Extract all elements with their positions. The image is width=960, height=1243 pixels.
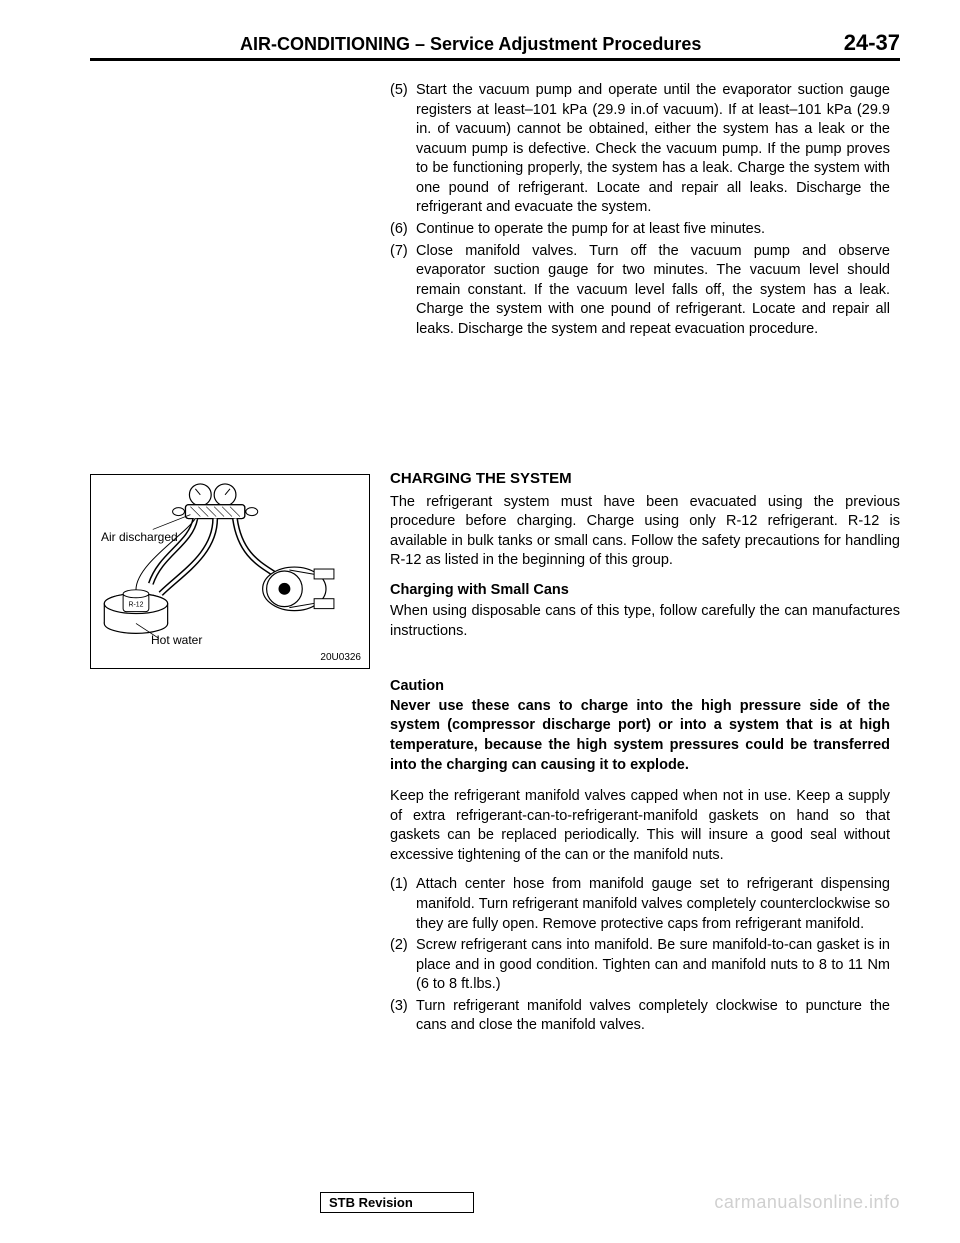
diagram-label-hot: Hot water	[151, 633, 202, 647]
step-6: (6) Continue to operate the pump for at …	[390, 220, 890, 240]
page-number: 24-37	[844, 30, 900, 56]
step-text: Start the vacuum pump and operate until …	[416, 81, 890, 218]
step-number: (5)	[390, 81, 416, 218]
charging-heading: CHARGING THE SYSTEM	[390, 469, 900, 489]
step-7: (7) Close manifold valves. Turn off the …	[390, 242, 890, 340]
step-number: (7)	[390, 242, 416, 340]
step-5: (5) Start the vacuum pump and operate un…	[390, 81, 890, 218]
lower-step-2: (2) Screw refrigerant cans into manifold…	[390, 936, 890, 995]
step-text: Turn refrigerant manifold valves complet…	[416, 997, 890, 1036]
can-label-text: R-12	[128, 602, 143, 609]
upper-steps-block: (5) Start the vacuum pump and operate un…	[390, 81, 890, 339]
caution-block: Caution Never use these cans to charge i…	[390, 677, 890, 775]
step-text: Screw refrigerant cans into manifold. Be…	[416, 936, 890, 995]
full-width-lower-block: Caution Never use these cans to charge i…	[390, 677, 890, 1036]
step-number: (2)	[390, 936, 416, 995]
charging-intro: The refrigerant system must have been ev…	[390, 493, 900, 571]
diagram-figure-id: 20U0326	[320, 652, 361, 664]
page-header: AIR-CONDITIONING – Service Adjustment Pr…	[90, 30, 900, 61]
step-number: (1)	[390, 875, 416, 934]
lower-step-1: (1) Attach center hose from manifold gau…	[390, 875, 890, 934]
charging-subheading: Charging with Small Cans	[390, 581, 900, 601]
header-title: AIR-CONDITIONING – Service Adjustment Pr…	[240, 34, 701, 55]
charging-subtext: When using disposable cans of this type,…	[390, 602, 900, 641]
charging-diagram-svg: R-12	[91, 475, 369, 668]
step-number: (3)	[390, 997, 416, 1036]
diagram-label-air: Air discharged	[101, 530, 178, 544]
step-text: Close manifold valves. Turn off the vacu…	[416, 242, 890, 340]
page-container: AIR-CONDITIONING – Service Adjustment Pr…	[0, 0, 960, 1078]
diagram-box: R-12 Air discharged Hot water 20U0326	[90, 474, 370, 669]
lower-step-3: (3) Turn refrigerant manifold valves com…	[390, 997, 890, 1036]
page-footer: STB Revision carmanualsonline.info	[0, 1192, 960, 1213]
revision-box: STB Revision	[320, 1192, 474, 1213]
manifold-paragraph: Keep the refrigerant manifold valves cap…	[390, 787, 890, 865]
caution-text: Never use these cans to charge into the …	[390, 697, 890, 775]
step-text: Continue to operate the pump for at leas…	[416, 220, 890, 240]
step-number: (6)	[390, 220, 416, 240]
charging-text-block: CHARGING THE SYSTEM The refrigerant syst…	[390, 469, 900, 669]
step-text: Attach center hose from manifold gauge s…	[416, 875, 890, 934]
watermark: carmanualsonline.info	[714, 1192, 900, 1213]
caution-label: Caution	[390, 677, 890, 697]
lower-section: R-12 Air discharged Hot water 20U0326 CH…	[90, 469, 900, 669]
